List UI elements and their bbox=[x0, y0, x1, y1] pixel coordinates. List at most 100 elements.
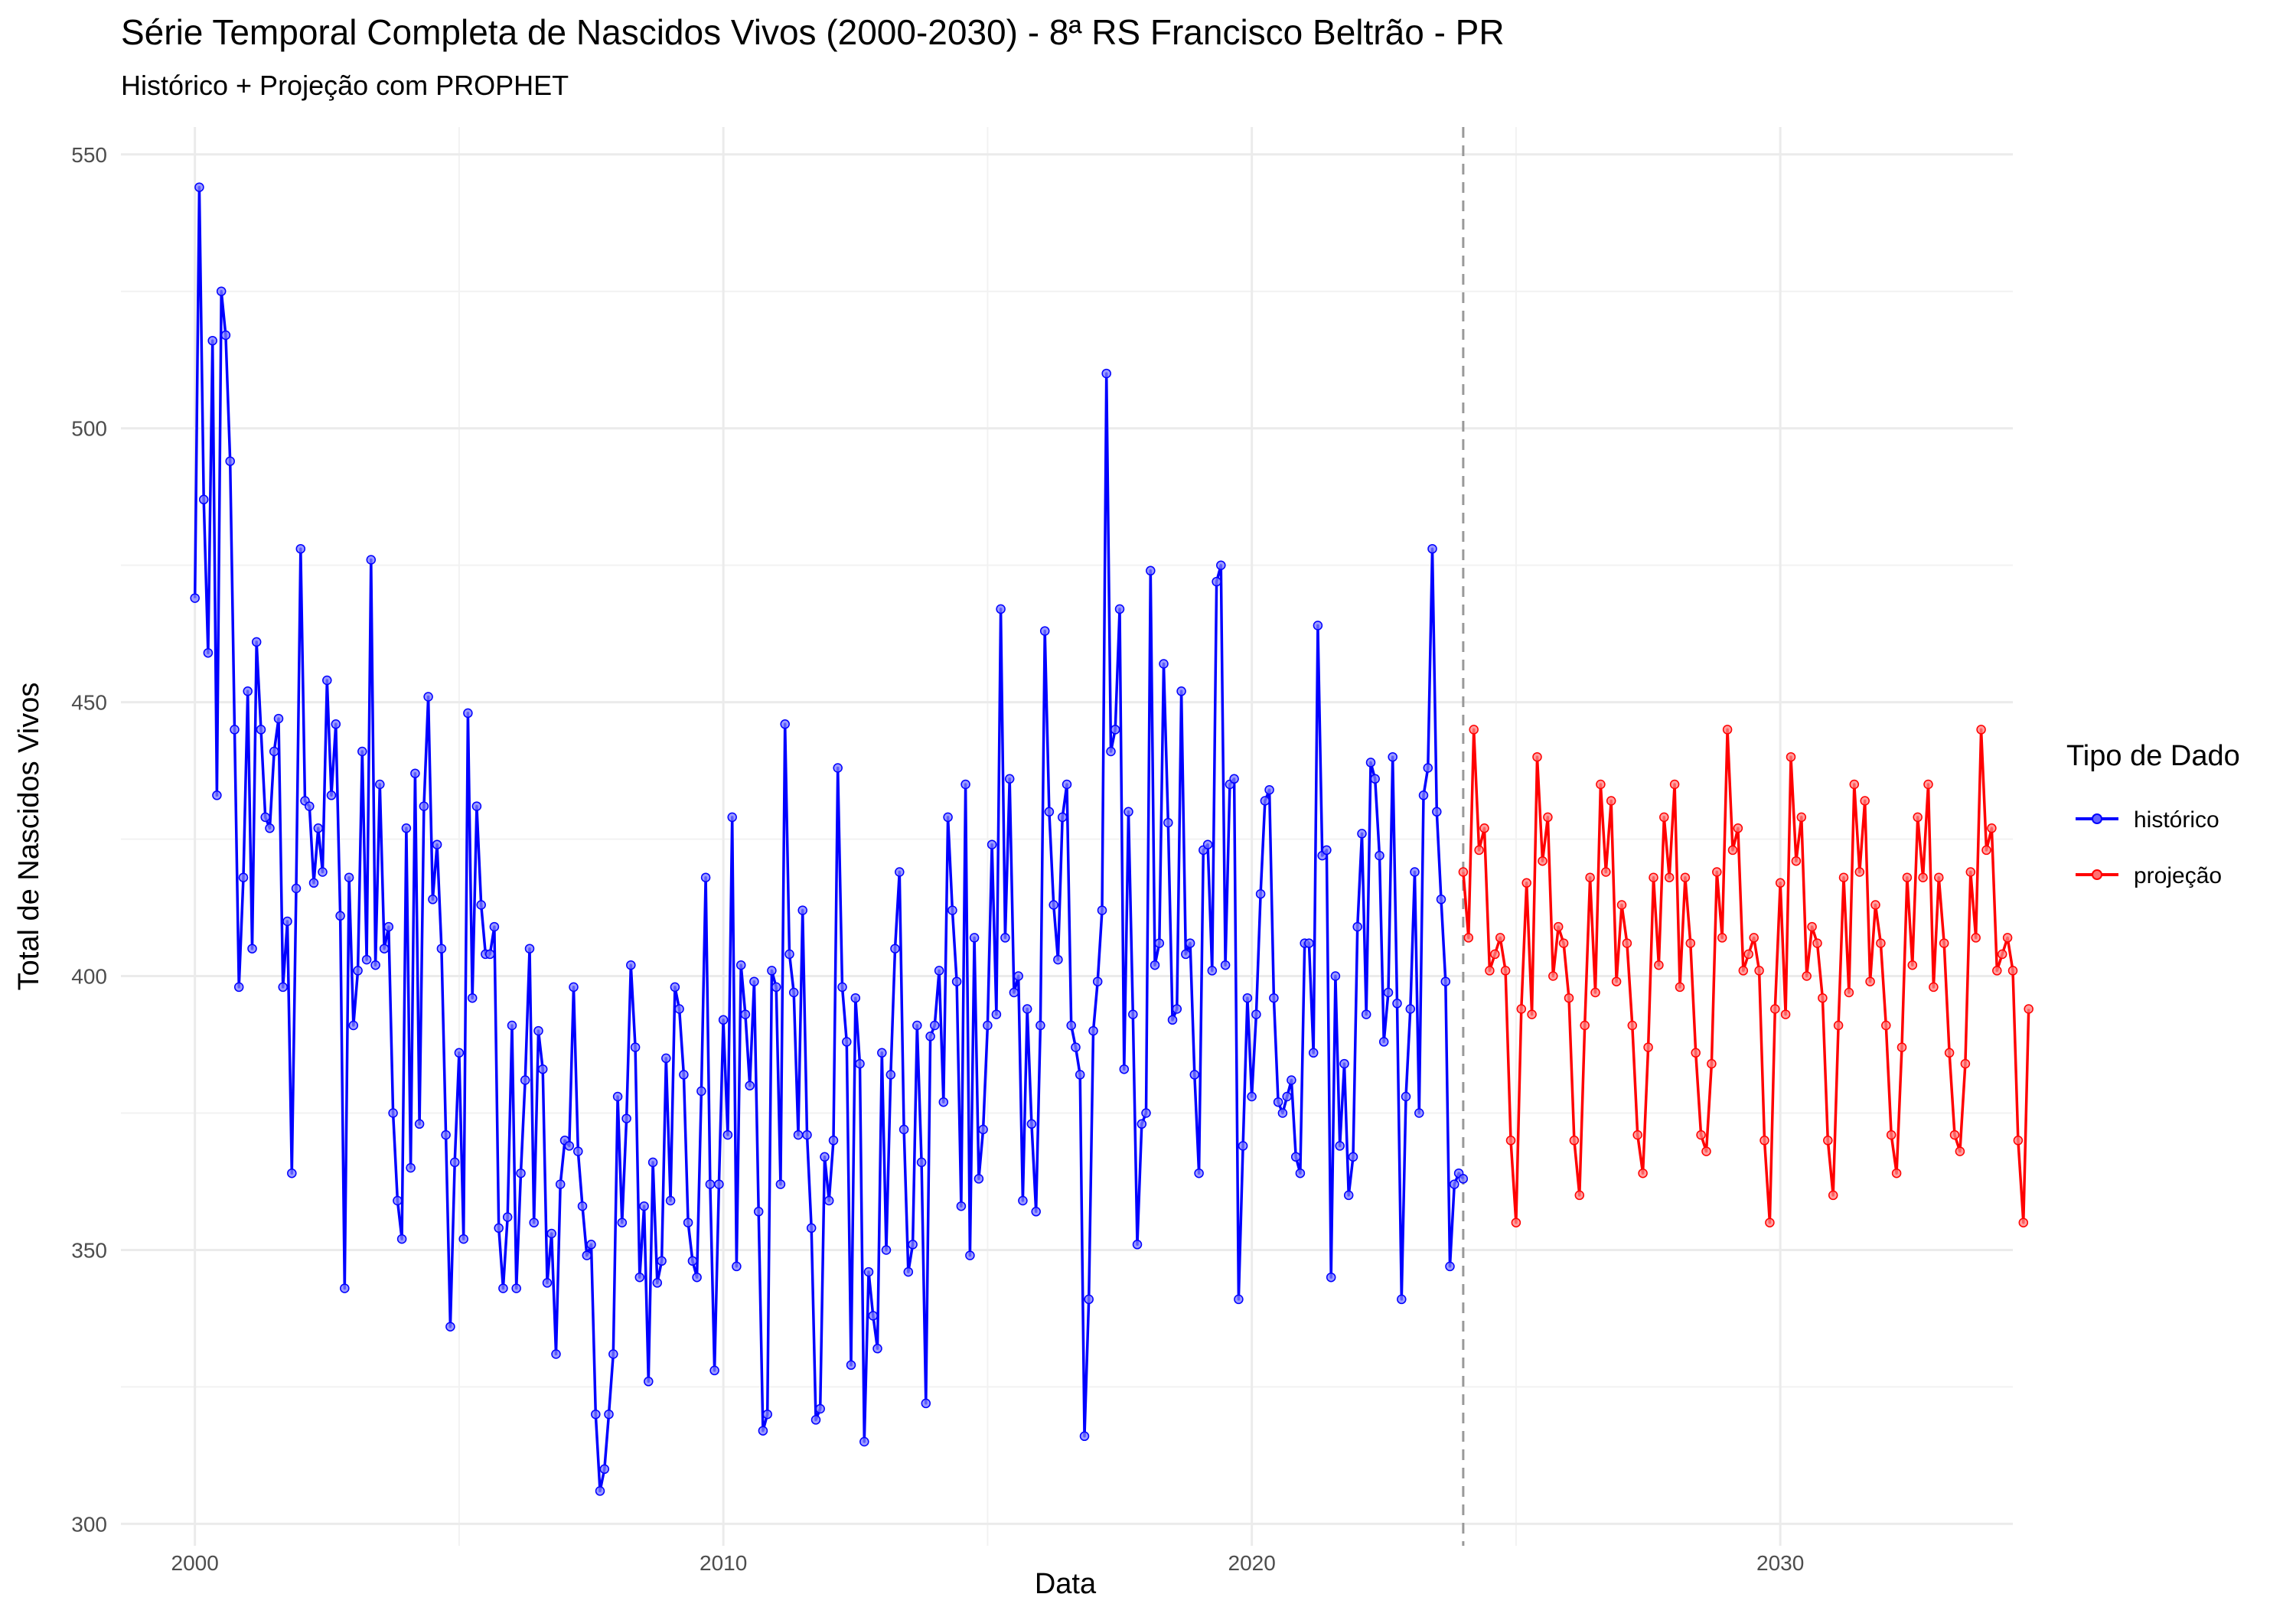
data-point bbox=[436, 944, 447, 953]
data-point bbox=[308, 878, 319, 888]
data-point bbox=[260, 812, 270, 823]
data-point bbox=[2018, 1217, 2029, 1227]
data-point bbox=[797, 905, 807, 915]
data-point bbox=[1479, 823, 1489, 833]
data-point bbox=[1189, 1070, 1200, 1080]
data-point bbox=[714, 1179, 724, 1189]
data-point bbox=[1440, 976, 1451, 986]
data-point bbox=[969, 933, 980, 943]
data-point bbox=[709, 1365, 719, 1376]
data-point bbox=[908, 1240, 918, 1250]
data-point bbox=[1031, 1207, 1041, 1217]
data-point bbox=[445, 1322, 455, 1332]
series-1 bbox=[1458, 725, 2033, 1227]
data-point bbox=[269, 746, 279, 757]
data-point bbox=[1538, 856, 1548, 866]
data-point bbox=[630, 1042, 641, 1052]
data-point bbox=[762, 1409, 772, 1420]
data-point bbox=[291, 883, 302, 894]
data-point bbox=[586, 1240, 596, 1250]
data-point bbox=[745, 1081, 755, 1090]
data-point bbox=[775, 1179, 786, 1189]
data-point bbox=[1490, 949, 1500, 960]
data-point bbox=[1865, 976, 1875, 986]
data-point bbox=[657, 1256, 667, 1266]
data-point bbox=[1361, 1009, 1371, 1019]
data-point bbox=[318, 867, 328, 877]
data-point bbox=[793, 1129, 804, 1140]
data-point bbox=[1770, 1004, 1780, 1014]
data-point bbox=[1765, 1217, 1775, 1227]
chart-subtitle: Histórico + Projeção com PROPHET bbox=[121, 70, 569, 101]
data-point bbox=[1163, 817, 1173, 828]
data-point bbox=[335, 911, 345, 921]
data-point bbox=[960, 779, 970, 790]
data-point bbox=[1717, 933, 1727, 943]
data-point bbox=[903, 1266, 914, 1277]
data-point bbox=[1891, 1168, 1902, 1178]
data-point bbox=[432, 839, 442, 849]
data-point bbox=[1132, 1240, 1143, 1250]
data-point bbox=[599, 1464, 610, 1475]
data-point bbox=[1308, 1048, 1319, 1058]
data-point bbox=[1269, 993, 1279, 1003]
data-point bbox=[366, 555, 377, 565]
data-point bbox=[1290, 1152, 1301, 1162]
data-point bbox=[1992, 966, 2002, 976]
data-point bbox=[1114, 604, 1125, 614]
data-point bbox=[718, 1015, 729, 1025]
data-point bbox=[1150, 960, 1160, 970]
data-point bbox=[494, 1223, 504, 1234]
data-point bbox=[621, 1113, 631, 1123]
data-point bbox=[1247, 1091, 1257, 1102]
data-point bbox=[467, 993, 478, 1003]
data-point bbox=[833, 763, 843, 773]
data-point bbox=[1383, 987, 1394, 998]
data-point bbox=[401, 823, 412, 833]
data-point bbox=[1860, 796, 1870, 806]
data-point bbox=[965, 1250, 975, 1260]
data-point bbox=[1760, 1136, 1769, 1146]
data-point bbox=[1844, 987, 1854, 998]
data-point bbox=[243, 686, 253, 696]
data-point bbox=[537, 1064, 548, 1074]
data-point bbox=[1194, 1168, 1204, 1178]
data-point bbox=[1949, 1129, 1960, 1140]
data-point bbox=[1273, 1097, 1283, 1107]
data-point bbox=[661, 1053, 671, 1064]
data-point bbox=[1632, 1129, 1642, 1140]
data-point bbox=[652, 1278, 663, 1288]
data-point bbox=[1786, 751, 1796, 762]
data-point bbox=[484, 949, 495, 960]
data-point bbox=[524, 944, 535, 953]
y-axis-title: Total de Nascidos Vivos bbox=[13, 683, 45, 991]
data-point bbox=[256, 725, 266, 735]
data-point bbox=[1987, 823, 1997, 833]
data-point bbox=[895, 867, 905, 877]
data-point bbox=[947, 905, 957, 915]
data-point bbox=[885, 1070, 896, 1080]
data-point bbox=[220, 330, 231, 341]
data-point bbox=[1971, 933, 1981, 943]
data-point bbox=[502, 1212, 513, 1222]
data-point bbox=[943, 812, 953, 823]
data-point bbox=[1141, 1108, 1151, 1118]
data-point bbox=[1743, 949, 1753, 960]
data-point bbox=[1062, 779, 1072, 790]
data-point bbox=[740, 1009, 751, 1019]
data-point bbox=[353, 966, 363, 976]
data-point bbox=[1558, 938, 1569, 948]
data-point bbox=[591, 1409, 601, 1420]
data-point bbox=[305, 801, 315, 811]
data-point bbox=[1838, 872, 1849, 882]
x-tick-label: 2010 bbox=[700, 1551, 747, 1575]
data-point bbox=[1553, 921, 1564, 932]
data-point bbox=[1423, 763, 1433, 773]
data-point bbox=[1277, 1108, 1288, 1118]
data-point bbox=[1282, 1091, 1292, 1102]
data-point bbox=[1035, 1020, 1045, 1031]
data-point bbox=[1616, 900, 1627, 910]
data-point bbox=[573, 1146, 583, 1156]
data-point bbox=[449, 1157, 460, 1168]
data-point bbox=[1722, 725, 1733, 735]
